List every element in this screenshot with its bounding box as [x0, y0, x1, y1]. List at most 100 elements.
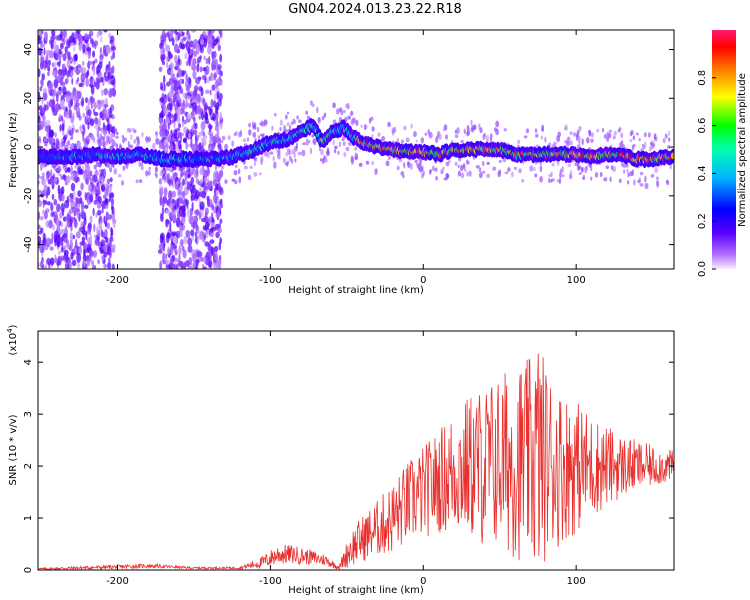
spectrogram-noise-cell: [109, 250, 112, 259]
spectrogram-noise-cell: [90, 104, 93, 110]
spectrogram-halo-cell: [448, 160, 451, 164]
spectrogram-halo-cell: [298, 119, 302, 123]
spectrogram-noise-cell: [217, 142, 222, 151]
spectrogram-noise-cell: [167, 122, 170, 131]
spectrogram-noise-cell: [77, 64, 82, 69]
spectrogram-halo-cell: [513, 166, 518, 171]
spectrogram-noise-cell: [103, 263, 108, 269]
spectrogram-noise-cell: [182, 70, 187, 75]
spectrogram-noise-cell: [161, 30, 166, 40]
spectrogram-noise-cell: [38, 195, 41, 203]
spectrogram-noise-cell: [84, 39, 89, 44]
y-tick-label: 0: [23, 144, 34, 150]
spectrogram-halo-cell: [296, 142, 298, 150]
spectrogram-noise-cell: [71, 77, 74, 85]
spectrogram-halo-cell: [169, 168, 174, 173]
spectrogram-halo-cell: [46, 132, 49, 138]
spectrogram-noise-cell: [199, 169, 203, 175]
spectrogram-noise-cell: [192, 216, 196, 221]
spectrogram-halo-cell: [405, 137, 410, 143]
spectrogram-halo-cell: [152, 142, 156, 150]
spectrogram-halo-cell: [350, 155, 354, 162]
spectrogram-halo-cell: [540, 135, 544, 140]
spectrogram-noise-cell: [202, 237, 206, 243]
spectrogram-noise-cell: [101, 89, 104, 97]
spectrogram-noise-cell: [97, 209, 102, 216]
spectrogram-halo-cell: [174, 172, 178, 177]
spectrogram-halo-cell: [273, 113, 277, 117]
spectrogram-noise-cell: [167, 51, 171, 56]
spectrogram-noise-cell: [83, 260, 86, 268]
spectrogram-noise-cell: [205, 89, 210, 95]
spectrogram-noise-cell: [52, 109, 58, 116]
spectrogram-halo-cell: [305, 110, 308, 116]
spectrogram-halo-cell: [582, 174, 586, 180]
spectrogram-noise-cell: [107, 71, 111, 78]
spectrogram-halo-cell: [294, 158, 297, 163]
spectrogram-noise-cell: [204, 221, 210, 232]
spectrogram-noise-cell: [74, 217, 77, 225]
spectrogram-noise-cell: [205, 57, 209, 65]
spectrogram-halo-cell: [350, 110, 354, 116]
spectrogram-halo-cell: [167, 172, 170, 180]
spectrogram-halo-cell: [54, 132, 57, 138]
spectrogram-halo-cell: [360, 124, 363, 128]
spectrogram-halo-cell: [486, 173, 490, 179]
spectrogram-noise-cell: [166, 31, 170, 37]
spectrogram-halo-cell: [585, 165, 588, 171]
spectrogram-halo-cell: [113, 168, 118, 175]
spectrogram-halo-cell: [96, 131, 99, 139]
spectrogram-noise-cell: [202, 67, 207, 72]
colorbar-tick-label: 0.0: [697, 261, 708, 277]
spectrogram-noise-cell: [49, 257, 55, 266]
spectrogram-halo-cell: [260, 156, 264, 163]
spectrogram-noise-cell: [180, 218, 184, 223]
spectrogram-noise-cell: [85, 77, 90, 87]
spectrogram-noise-cell: [186, 95, 191, 101]
spectrogram-halo-cell: [535, 144, 540, 148]
spectrogram-noise-cell: [62, 86, 67, 96]
spectrogram-halo-cell: [558, 177, 562, 185]
spectrogram-noise-cell: [77, 140, 81, 148]
colorbar-tick-label: 0.6: [697, 118, 708, 134]
spectrogram-noise-cell: [51, 232, 54, 239]
spectrogram-noise-cell: [109, 88, 115, 95]
spectrogram-noise-cell: [70, 42, 75, 47]
spectrogram-noise-cell: [165, 209, 170, 214]
spectrogram-halo-cell: [264, 151, 268, 157]
spectrogram-noise-cell: [201, 190, 207, 199]
spectrogram-noise-cell: [182, 178, 186, 186]
spectrogram-noise-cell: [50, 202, 53, 210]
spectrogram-noise-cell: [93, 223, 96, 233]
spectrogram-halo-cell: [396, 165, 400, 171]
spectrogram-noise-cell: [63, 233, 68, 243]
spectrogram-noise-cell: [47, 71, 50, 77]
spectrogram-noise-cell: [41, 120, 47, 128]
spectrogram-noise-cell: [165, 61, 169, 69]
spectrogram-halo-cell: [620, 140, 624, 145]
spectrogram-halo-cell: [472, 124, 477, 131]
spectrogram-noise-cell: [73, 46, 76, 52]
spectrogram-noise-cell: [72, 95, 76, 101]
spectrogram-noise-cell: [78, 115, 82, 121]
spectrogram-noise-cell: [43, 47, 46, 56]
spectrogram-halo-cell: [559, 168, 563, 175]
spectrogram-noise-cell: [177, 68, 183, 78]
spectrogram-noise-cell: [64, 262, 68, 269]
spectrogram-noise-cell: [178, 253, 181, 263]
spectrogram-noise-cell: [66, 262, 70, 269]
spectrogram-noise-cell: [202, 98, 206, 107]
spectrogram-noise-cell: [160, 42, 163, 48]
spectrogram-halo-cell: [617, 128, 620, 133]
spectrogram-noise-cell: [197, 230, 201, 235]
spectrogram-halo-cell: [534, 128, 538, 133]
spectrogram-halo-cell: [338, 141, 341, 148]
spectrogram-noise-cell: [79, 66, 84, 74]
spectrogram-halo-cell: [106, 163, 110, 169]
spectrogram-halo-cell: [145, 170, 149, 177]
spectrogram-halo-cell: [569, 140, 573, 146]
spectrogram-noise-cell: [220, 121, 223, 130]
spectrogram-halo-cell: [561, 174, 565, 178]
spectrogram-noise-cell: [196, 64, 200, 73]
